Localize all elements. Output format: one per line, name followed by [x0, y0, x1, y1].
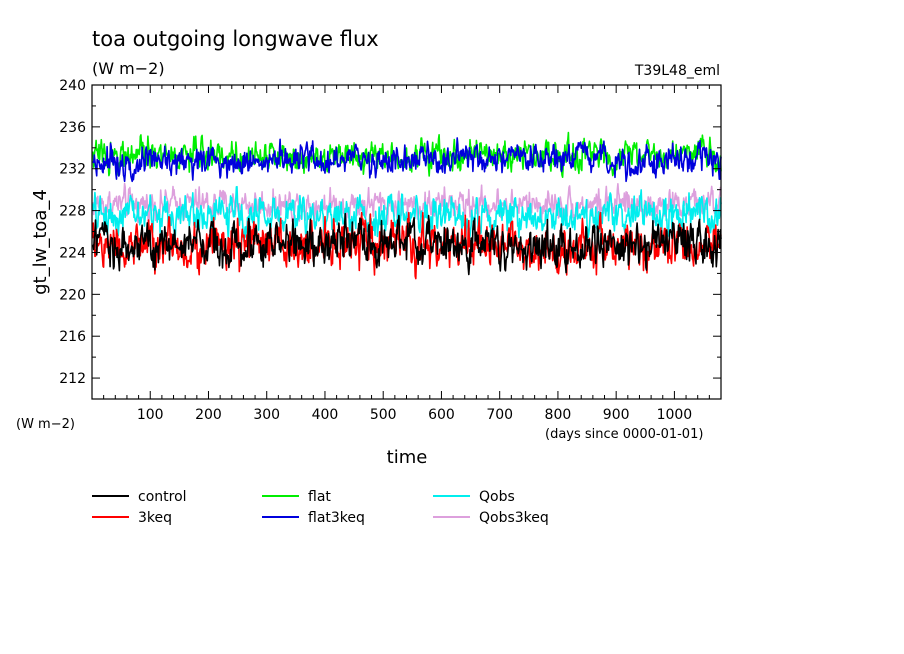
x-tick-label: 200 — [195, 407, 222, 423]
y-unit-note: (W m−2) — [16, 417, 75, 432]
x-tick-label: 800 — [545, 407, 572, 423]
x-tick-label: 900 — [603, 407, 630, 423]
y-tick-label: 228 — [59, 204, 86, 220]
legend: control 3keq flat flat3keq Qobs Qobs3keq — [92, 489, 549, 526]
run-label: T39L48_eml — [634, 63, 720, 79]
y-tick-label: 240 — [59, 78, 86, 94]
series-line-control — [92, 212, 722, 276]
x-tick-label: 100 — [137, 407, 164, 423]
legend-label-control: control — [138, 489, 187, 505]
legend-label-qobs3keq: Qobs3keq — [479, 510, 549, 526]
y-tick-label: 232 — [59, 162, 86, 178]
x-tick-label: 400 — [312, 407, 339, 423]
legend-label-3keq: 3keq — [138, 510, 172, 526]
x-tick-label: 600 — [428, 407, 455, 423]
x-tick-label: 500 — [370, 407, 397, 423]
x-tick-label: 700 — [486, 407, 513, 423]
legend-label-flat3keq: flat3keq — [308, 510, 365, 526]
y-tick-label: 224 — [59, 245, 86, 261]
series-layer — [91, 131, 722, 280]
legend-label-qobs: Qobs — [479, 489, 515, 505]
x-unit-note: (days since 0000-01-01) — [545, 427, 703, 442]
legend-label-flat: flat — [308, 489, 331, 505]
ticks-layer: 100 200 300 400 500 600 700 800 900 1000 212 216 220… — [59, 78, 721, 423]
x-tick-label: 1000 — [657, 407, 693, 423]
y-tick-label: 220 — [59, 287, 86, 303]
series-line-qobs — [91, 185, 722, 243]
chart-title: toa outgoing longwave flux — [92, 27, 379, 51]
x-tick-label: 300 — [253, 407, 280, 423]
chart-units: (W m−2) — [92, 59, 165, 78]
y-tick-label: 216 — [59, 329, 86, 345]
y-tick-label: 212 — [59, 371, 86, 387]
y-axis-title: gt_lw_toa_4 — [30, 189, 51, 295]
series-line-flat3keq — [92, 137, 722, 183]
y-tick-label: 236 — [59, 120, 86, 136]
x-axis-title: time — [387, 447, 428, 468]
